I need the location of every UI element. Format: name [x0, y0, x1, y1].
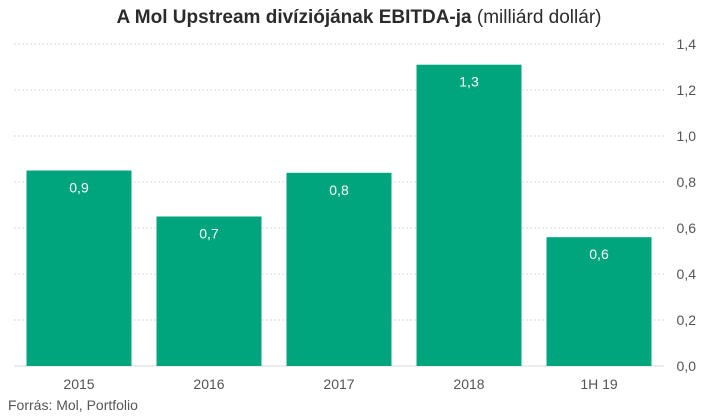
y-tick-label: 1,0 — [677, 128, 697, 144]
data-label: 0,8 — [329, 182, 349, 198]
chart-title-unit: (milliárd dollár) — [476, 7, 602, 28]
x-tick-label: 1H 19 — [580, 376, 618, 392]
data-labels: 0,9 0,7 0,8 1,3 0,6 — [69, 74, 609, 263]
y-tick-label: 0,2 — [677, 312, 697, 328]
bar — [286, 172, 392, 366]
bar — [546, 237, 652, 366]
chart-title: A Mol Upstream divíziójának EBITDA-ja (m… — [0, 7, 718, 29]
data-label: 0,6 — [589, 246, 609, 262]
data-label: 1,3 — [459, 74, 479, 90]
y-axis-ticks: 0,0 0,2 0,4 0,6 0,8 1,0 1,2 1,4 — [677, 36, 697, 374]
y-tick-label: 0,8 — [677, 174, 697, 190]
source-note: Forrás: Mol, Portfolio — [8, 397, 138, 413]
x-tick-label: 2017 — [323, 376, 354, 392]
y-tick-label: 0,0 — [677, 358, 697, 374]
chart-title-main: A Mol Upstream divíziójának EBITDA-ja — [116, 7, 472, 28]
y-tick-label: 1,2 — [677, 82, 697, 98]
x-axis-ticks: 2015 2016 2017 2018 1H 19 — [63, 376, 617, 392]
data-label: 0,7 — [199, 226, 219, 242]
y-tick-label: 1,4 — [677, 36, 697, 52]
bars — [26, 64, 652, 366]
data-label: 0,9 — [69, 180, 89, 196]
y-tick-label: 0,6 — [677, 220, 697, 236]
bar — [156, 216, 262, 366]
bar — [26, 170, 132, 366]
x-tick-label: 2018 — [453, 376, 484, 392]
bar — [416, 64, 522, 366]
y-tick-label: 0,4 — [677, 266, 697, 282]
x-tick-label: 2015 — [63, 376, 94, 392]
x-tick-label: 2016 — [193, 376, 224, 392]
